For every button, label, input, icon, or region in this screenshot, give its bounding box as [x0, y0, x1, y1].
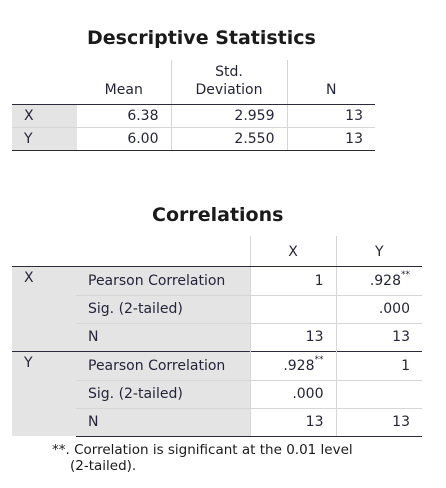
group-label-y: Y	[12, 350, 76, 436]
stat-label: Sig. (2-tailed)	[76, 294, 250, 323]
cell-n-x: 13	[286, 103, 375, 127]
footnote: **. Correlation is significant at the 0.…	[52, 442, 353, 474]
stat-label: Pearson Correlation	[76, 266, 250, 295]
col-header-x: X	[249, 236, 336, 267]
group-label-x: X	[12, 266, 76, 351]
cell-value: .000	[335, 294, 422, 323]
table-row: Sig. (2-tailed) .000	[12, 379, 422, 408]
table-row: X 6.38 2.959 13	[12, 103, 375, 127]
cell-value: 1	[335, 350, 422, 380]
cell-value: 13	[335, 322, 422, 351]
cell-value: .928**	[249, 350, 336, 380]
header-n: N	[286, 60, 375, 105]
cell-std-y: 2.550	[170, 126, 287, 151]
col-header-y: Y	[335, 236, 422, 267]
cell-mean-y: 6.00	[77, 126, 171, 151]
stat-label: N	[76, 407, 250, 437]
table-row: X Pearson Correlation 1 .928**	[12, 266, 422, 351]
cell-n-y: 13	[286, 126, 375, 151]
descriptive-statistics-title: Descriptive Statistics	[87, 27, 316, 49]
cell-value: 13	[335, 407, 422, 437]
row-label-y: Y	[12, 126, 77, 151]
table-row: Y 6.00 2.550 13	[12, 126, 375, 151]
corner-cell	[12, 60, 77, 105]
significance-marker: **	[401, 269, 410, 280]
correlations-table: X Y X Pearson Correlation 1 .928** Sig. …	[12, 236, 422, 437]
header-std-deviation: Std. Deviation	[170, 60, 287, 105]
correlations-title: Correlations	[152, 204, 284, 226]
table-row: N 13 13	[12, 322, 422, 351]
cell-value: .928**	[335, 266, 422, 295]
cell-value: .000	[249, 379, 336, 408]
stat-label: Sig. (2-tailed)	[76, 379, 250, 408]
table-row: Y Pearson Correlation .928** 1	[12, 350, 422, 436]
cell-mean-x: 6.38	[77, 103, 171, 127]
table-row: N 13 13	[12, 407, 422, 437]
cell-std-x: 2.959	[170, 103, 287, 127]
cell-value	[249, 294, 336, 323]
cell-value: 13	[249, 322, 336, 351]
corner-cell	[76, 236, 250, 267]
footnote-line: **. Correlation is significant at the 0.…	[52, 442, 353, 458]
corner-cell	[12, 236, 76, 267]
descriptive-statistics-table: Mean Std. Deviation N X 6.38 2.959 13 Y 6…	[12, 60, 375, 151]
header-mean: Mean	[77, 60, 171, 105]
footnote-line: (2-tailed).	[70, 458, 137, 474]
stat-label: N	[76, 322, 250, 351]
significance-marker: **	[314, 354, 324, 365]
cell-value	[335, 379, 422, 408]
stat-label: Pearson Correlation	[76, 350, 250, 380]
cell-value: 13	[249, 407, 336, 437]
row-label-x: X	[12, 103, 77, 127]
table-row: Sig. (2-tailed) .000	[12, 294, 422, 323]
cell-value: 1	[249, 266, 336, 295]
